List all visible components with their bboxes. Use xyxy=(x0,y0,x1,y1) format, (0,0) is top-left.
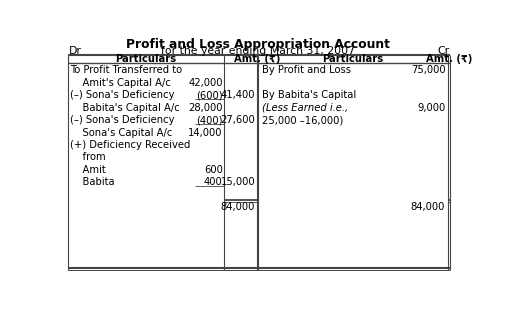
Text: Dr: Dr xyxy=(69,46,81,56)
Text: (600): (600) xyxy=(196,90,223,100)
Text: 9,000: 9,000 xyxy=(418,103,446,113)
Text: Amt. (₹): Amt. (₹) xyxy=(426,54,472,64)
Text: Amit: Amit xyxy=(70,165,106,175)
Text: (–) Sona's Deficiency: (–) Sona's Deficiency xyxy=(70,90,175,100)
Text: Amt. (₹): Amt. (₹) xyxy=(234,54,281,64)
Text: Amit's Capital A/c: Amit's Capital A/c xyxy=(70,78,171,88)
Text: Cr: Cr xyxy=(437,46,449,56)
Text: Babita: Babita xyxy=(70,178,115,187)
Text: Particulars: Particulars xyxy=(116,54,177,64)
Text: 400: 400 xyxy=(204,178,223,187)
Text: By Profit and Loss: By Profit and Loss xyxy=(262,65,350,75)
Text: 28,000: 28,000 xyxy=(188,103,223,113)
Text: 41,400: 41,400 xyxy=(221,90,256,100)
Text: 84,000: 84,000 xyxy=(411,202,445,213)
Text: 14,000: 14,000 xyxy=(188,127,223,137)
Text: 84,000: 84,000 xyxy=(220,202,255,213)
Text: from: from xyxy=(70,152,106,162)
Text: (–) Sona's Deficiency: (–) Sona's Deficiency xyxy=(70,115,175,125)
Text: 25,000 –16,000): 25,000 –16,000) xyxy=(262,115,343,125)
Text: Particulars: Particulars xyxy=(322,54,383,64)
Text: To Profit Transferred to: To Profit Transferred to xyxy=(70,65,182,75)
Text: (400): (400) xyxy=(196,115,223,125)
Text: 600: 600 xyxy=(204,165,223,175)
Text: 75,000: 75,000 xyxy=(412,65,446,75)
Text: Profit and Loss Appropriation Account: Profit and Loss Appropriation Account xyxy=(126,38,390,51)
Text: 15,000: 15,000 xyxy=(221,178,256,187)
Text: for the year ending March 31, 2007: for the year ending March 31, 2007 xyxy=(162,46,356,56)
Text: By Babita's Capital: By Babita's Capital xyxy=(262,90,356,100)
Text: 42,000: 42,000 xyxy=(188,78,223,88)
Text: 27,600: 27,600 xyxy=(221,115,256,125)
Text: (Less Earned i.e.,: (Less Earned i.e., xyxy=(262,103,347,113)
Text: Babita's Capital A/c: Babita's Capital A/c xyxy=(70,103,180,113)
Text: Sona's Capital A/c: Sona's Capital A/c xyxy=(70,127,173,137)
Text: (+) Deficiency Received: (+) Deficiency Received xyxy=(70,140,190,150)
